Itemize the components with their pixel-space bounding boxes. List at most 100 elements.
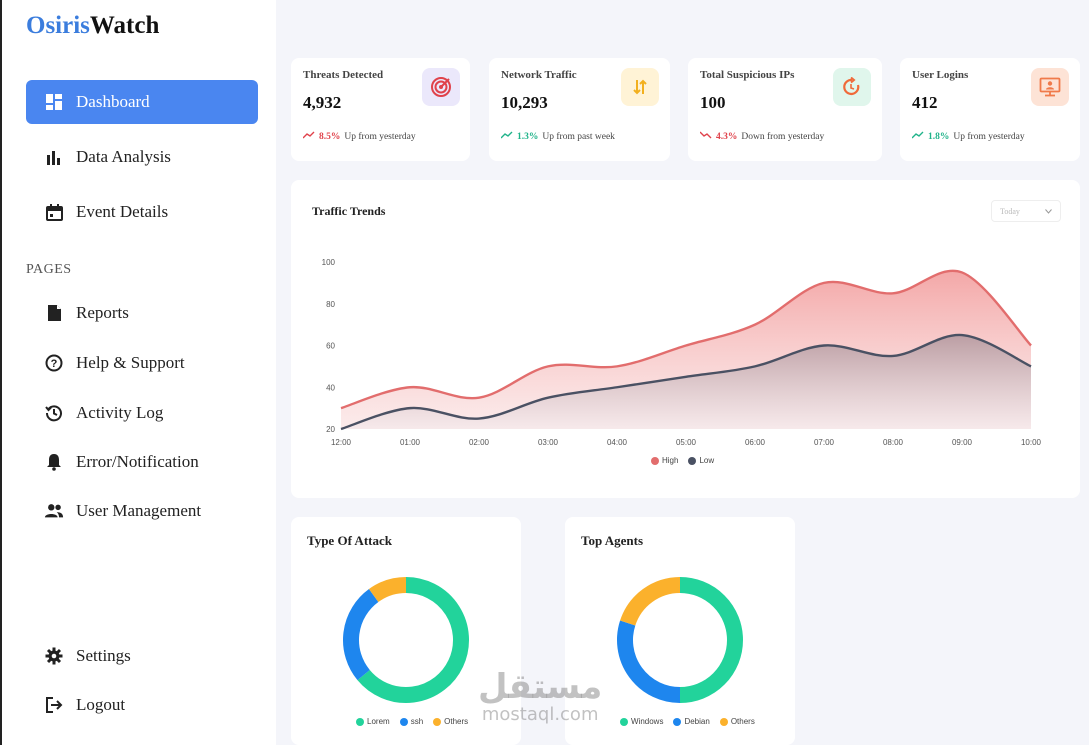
traffic-trends-title: Traffic Trends xyxy=(312,204,386,218)
document-icon xyxy=(44,303,64,323)
brand-part2: Watch xyxy=(89,12,160,39)
brand-logo[interactable]: OsirisWatch xyxy=(26,12,159,40)
legend-item[interactable]: Lorem xyxy=(356,717,390,726)
donut-slice-others[interactable] xyxy=(368,577,407,603)
stat-trend: 4.3% Down from yesterday xyxy=(699,131,824,142)
attack-legend: Lorem ssh Others xyxy=(356,717,468,726)
sidebar-item-event-details[interactable]: Event Details xyxy=(26,190,258,234)
legend-item-low[interactable]: Low xyxy=(688,456,714,465)
period-dropdown[interactable]: Today xyxy=(991,200,1061,222)
x-tick-label: 03:00 xyxy=(538,438,559,447)
legend-label: Lorem xyxy=(367,717,390,726)
legend-item[interactable]: Debian xyxy=(673,717,710,726)
traffic-area-chart: 20 40 60 80 100 12:00 01:00 02:00 03:00 04:00 05:0… xyxy=(322,258,1042,447)
x-tick-label: 06:00 xyxy=(745,438,766,447)
legend-label: Windows xyxy=(631,717,664,726)
sidebar: OsirisWatch Dashboard Data Analysis Even… xyxy=(0,0,276,745)
sidebar-item-label: Activity Log xyxy=(76,403,164,422)
sidebar-item-label: Error/Notification xyxy=(76,452,199,471)
stat-card-network-traffic[interactable]: Network Traffic 10,293 1.3% Up from past… xyxy=(489,58,670,161)
monitor-user-icon xyxy=(1031,68,1069,106)
x-tick-label: 12:00 xyxy=(331,438,352,447)
gear-icon xyxy=(44,646,64,666)
stat-label: Threats Detected xyxy=(303,69,384,81)
x-tick-label: 02:00 xyxy=(469,438,490,447)
donut-slice-others[interactable] xyxy=(620,577,681,626)
traffic-trends-card: Traffic Trends Today 20 40 60 80 100 12:00 01:… xyxy=(291,180,1080,498)
brand-part1: Osiris xyxy=(26,12,90,39)
series-line-high xyxy=(340,269,1032,410)
legend-label: ssh xyxy=(410,717,424,726)
stat-trend: 1.3% Up from past week xyxy=(500,131,615,142)
trend-up-icon xyxy=(911,131,924,142)
top-agents-title: Top Agents xyxy=(581,533,644,548)
legend-item[interactable]: Others xyxy=(433,717,468,726)
stat-value: 10,293 xyxy=(501,93,548,112)
donut-slice-ssh[interactable] xyxy=(343,589,379,681)
attack-donut-chart xyxy=(343,577,469,703)
stat-trend-percent: 8.5% xyxy=(319,131,341,142)
sidebar-item-data-analysis[interactable]: Data Analysis xyxy=(26,135,258,179)
donut-slice-windows[interactable] xyxy=(679,577,743,703)
sidebar-item-help-support[interactable]: ? Help & Support xyxy=(26,341,258,385)
legend-item[interactable]: ssh xyxy=(399,717,424,726)
bar-chart-icon xyxy=(44,147,64,167)
calendar-icon xyxy=(44,202,64,222)
x-tick-label: 09:00 xyxy=(952,438,973,447)
sidebar-item-user-management[interactable]: User Management xyxy=(26,489,258,533)
help-circle-icon: ? xyxy=(44,353,64,373)
target-icon xyxy=(422,68,460,106)
stat-label: User Logins xyxy=(912,69,969,81)
legend-item[interactable]: Others xyxy=(719,717,755,726)
y-tick-label: 100 xyxy=(322,258,336,267)
legend-label: Others xyxy=(444,717,469,726)
stat-trend-percent: 4.3% xyxy=(716,131,738,142)
svg-text:?: ? xyxy=(51,358,58,370)
area-fill-low xyxy=(341,334,1031,429)
series-line-low xyxy=(340,333,1032,431)
stat-value: 412 xyxy=(912,93,938,112)
legend-item[interactable]: Windows xyxy=(620,717,663,726)
type-of-attack-title: Type Of Attack xyxy=(307,533,392,548)
sidebar-item-dashboard[interactable]: Dashboard xyxy=(26,80,258,124)
y-tick-label: 20 xyxy=(326,425,335,434)
sidebar-item-label: Data Analysis xyxy=(76,147,171,166)
stat-label: Network Traffic xyxy=(501,69,577,81)
trend-down-icon xyxy=(699,131,712,142)
section-label-pages: PAGES xyxy=(26,262,72,277)
sidebar-item-logout[interactable]: Logout xyxy=(26,683,258,727)
stat-trend-text: Up from yesterday xyxy=(344,131,416,142)
traffic-legend: High Low xyxy=(651,456,714,465)
agents-legend: Windows Debian Others xyxy=(620,717,755,726)
y-tick-label: 60 xyxy=(326,342,335,351)
stat-card-suspicious-ips[interactable]: Total Suspicious IPs 100 4.3% Down from … xyxy=(688,58,882,161)
sidebar-item-error-notification[interactable]: Error/Notification xyxy=(26,440,258,484)
sidebar-item-label: Help & Support xyxy=(76,353,185,372)
stat-trend-percent: 1.8% xyxy=(928,131,950,142)
legend-item-high[interactable]: High xyxy=(651,456,678,465)
x-tick-label: 07:00 xyxy=(814,438,835,447)
sidebar-item-settings[interactable]: Settings xyxy=(26,634,258,678)
stat-label: Total Suspicious IPs xyxy=(700,69,795,81)
stat-trend: 1.8% Up from yesterday xyxy=(911,131,1025,142)
traffic-icon xyxy=(621,68,659,106)
top-agents-card: Top Agents Windows Debian Others xyxy=(565,517,795,745)
logout-icon xyxy=(44,695,64,715)
period-dropdown-value: Today xyxy=(1000,206,1020,216)
donut-slice-debian[interactable] xyxy=(617,620,681,703)
legend-label-high: High xyxy=(662,456,679,465)
sidebar-item-reports[interactable]: Reports xyxy=(26,291,258,335)
donut-slice-lorem[interactable] xyxy=(357,577,469,703)
legend-label-low: Low xyxy=(699,456,715,465)
history-icon xyxy=(44,403,64,423)
stat-card-user-logins[interactable]: User Logins 412 1.8% Up from yesterday xyxy=(900,58,1080,161)
bell-icon xyxy=(44,452,64,472)
x-tick-label: 05:00 xyxy=(676,438,697,447)
sidebar-item-label: Logout xyxy=(76,695,126,714)
legend-label: Debian xyxy=(684,717,710,726)
sidebar-item-activity-log[interactable]: Activity Log xyxy=(26,391,258,435)
users-icon xyxy=(44,501,64,521)
stat-value: 100 xyxy=(700,93,726,112)
stat-card-threats[interactable]: Threats Detected 4,932 8.5% Up from yest… xyxy=(291,58,470,161)
x-tick-label: 08:00 xyxy=(883,438,904,447)
